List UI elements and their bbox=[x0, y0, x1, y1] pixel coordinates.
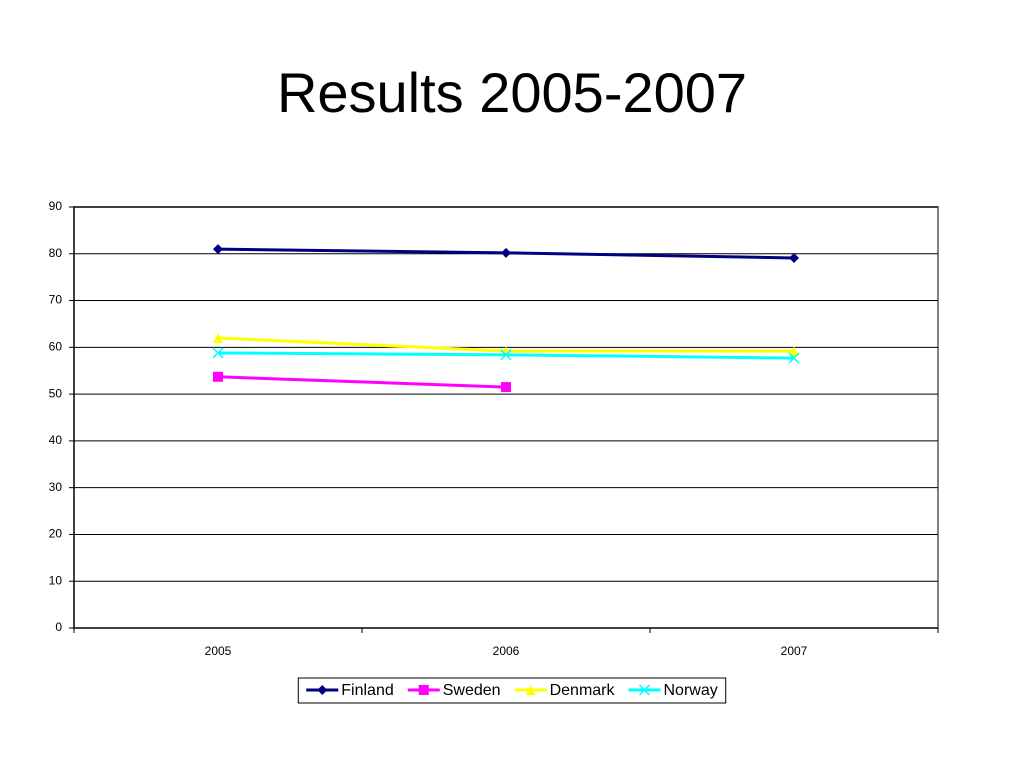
y-tick-label: 70 bbox=[49, 293, 63, 307]
y-tick-label: 30 bbox=[49, 480, 63, 494]
marker bbox=[789, 346, 799, 357]
y-tick-label: 90 bbox=[49, 199, 63, 213]
marker bbox=[500, 349, 512, 361]
legend-label: Finland bbox=[341, 682, 393, 699]
marker bbox=[317, 685, 328, 695]
y-tick-label: 50 bbox=[49, 386, 63, 400]
x-tick-label: 2007 bbox=[781, 644, 808, 658]
x-tick-label: 2006 bbox=[493, 644, 520, 658]
marker bbox=[418, 685, 429, 695]
marker bbox=[789, 252, 799, 263]
y-tick-label: 80 bbox=[49, 246, 63, 260]
legend-label: Denmark bbox=[550, 682, 616, 699]
y-tick-label: 40 bbox=[49, 433, 63, 447]
marker bbox=[788, 352, 800, 364]
marker bbox=[213, 244, 223, 255]
marker bbox=[501, 247, 511, 258]
series-line bbox=[217, 375, 507, 389]
marker bbox=[213, 371, 223, 382]
marker bbox=[501, 382, 511, 393]
y-tick-label: 10 bbox=[49, 573, 63, 587]
marker bbox=[525, 685, 536, 695]
chart-title: Results 2005-2007 bbox=[277, 61, 747, 124]
legend-label: Sweden bbox=[443, 682, 501, 699]
legend-box bbox=[297, 677, 727, 704]
marker bbox=[213, 332, 223, 343]
legend: Finland Sweden Denmark Norway bbox=[297, 677, 727, 704]
y-tick-label: 60 bbox=[49, 340, 63, 354]
marker bbox=[638, 684, 651, 696]
y-tick-label: 20 bbox=[49, 527, 63, 541]
legend-label: Norway bbox=[663, 682, 717, 699]
plot-area bbox=[73, 206, 939, 629]
y-tick-label: 0 bbox=[55, 620, 62, 634]
x-tick-label: 2005 bbox=[205, 644, 232, 658]
marker bbox=[212, 347, 224, 359]
